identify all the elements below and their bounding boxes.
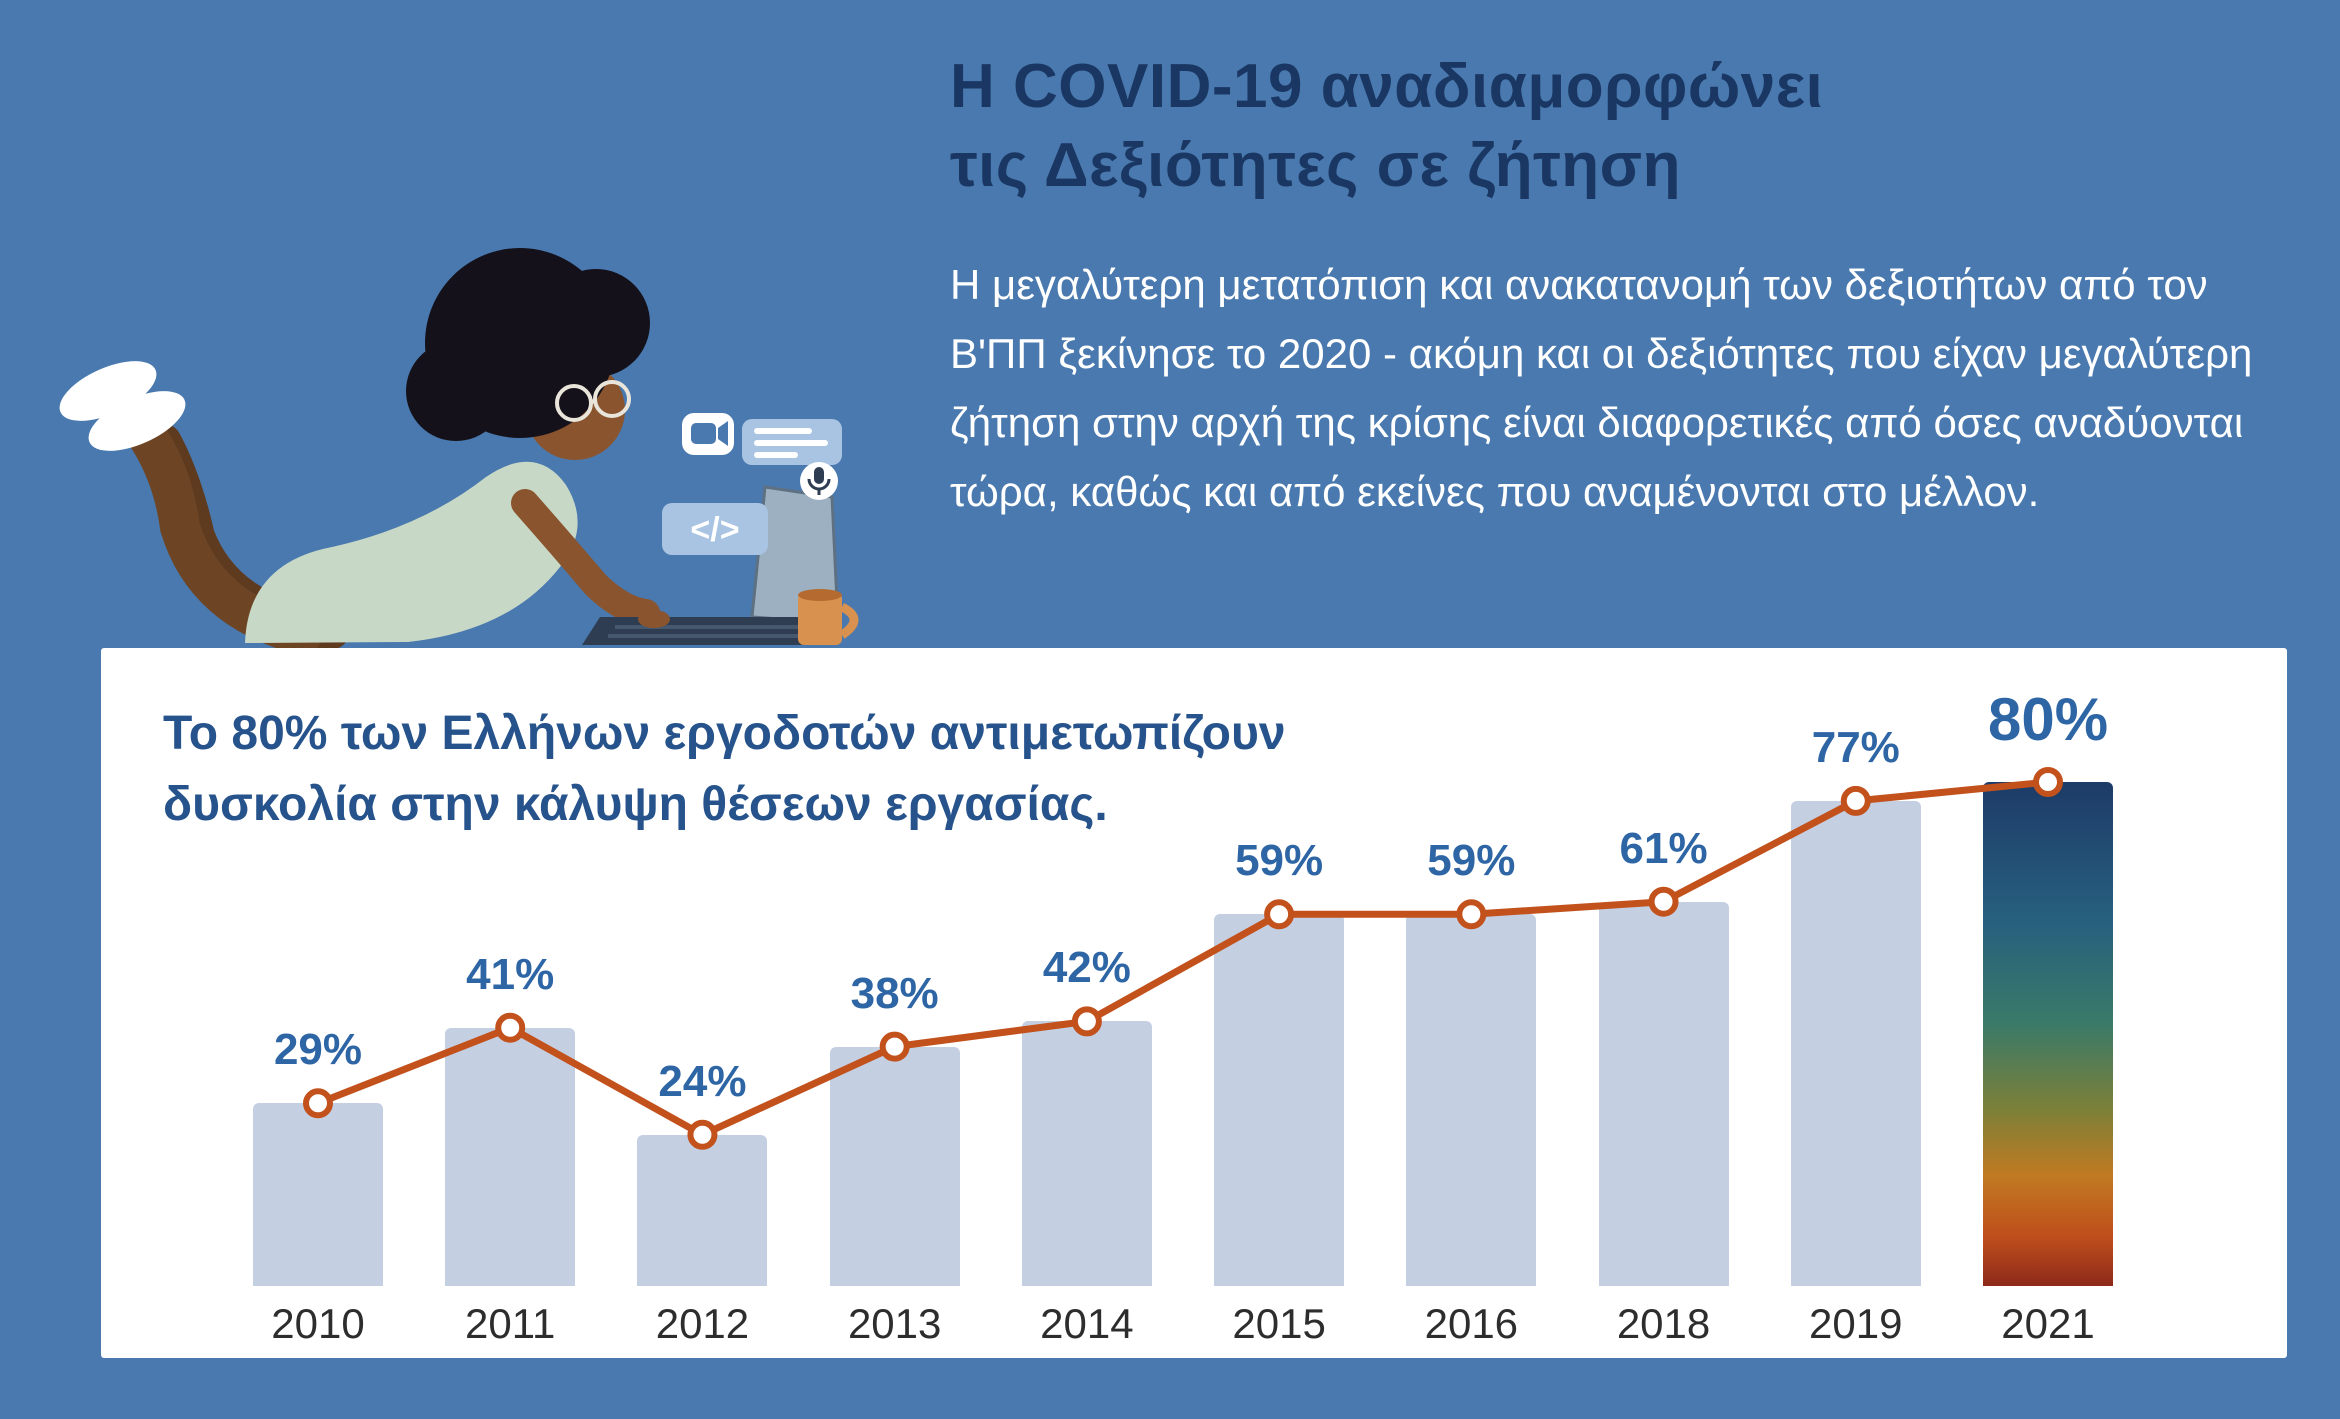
chart-title: Το 80% των Ελλήνων εργοδοτών αντιμετωπίζ… — [163, 698, 1286, 840]
person-arm — [511, 489, 660, 627]
x-axis-label-2019: 2019 — [1809, 1300, 1903, 1347]
data-point-marker-2015 — [1264, 899, 1295, 930]
value-label-2014: 42% — [1042, 943, 1131, 993]
header-section: Η COVID-19 αναδιαμορφώνει τις Δεξιότητες… — [950, 48, 2300, 527]
code-badge-label: </> — [690, 511, 739, 549]
bar-2015 — [1214, 914, 1345, 1286]
data-point-marker-2016 — [1456, 899, 1487, 930]
data-point-marker-2018 — [1648, 886, 1679, 917]
x-axis-label-2021: 2021 — [2001, 1300, 2095, 1347]
person-body — [245, 461, 578, 643]
data-point-marker-2021 — [2033, 767, 2063, 797]
chat-lines-icon — [742, 419, 842, 465]
intro-paragraph: Η μεγαλύτερη μετατόπιση και ανακατανομή … — [950, 261, 2253, 516]
value-label-2021: 80% — [1987, 686, 2109, 753]
value-label-2019: 77% — [1811, 722, 1900, 772]
laptop-keys — [608, 625, 810, 638]
x-axis-label-2018: 2018 — [1616, 1300, 1711, 1347]
mug-icon — [798, 589, 859, 645]
data-point-marker-2011 — [495, 1012, 526, 1043]
bar-2013 — [829, 1046, 960, 1286]
x-axis-label-2011: 2011 — [465, 1300, 556, 1347]
value-label-2010: 29% — [273, 1025, 363, 1075]
data-point-marker-2014 — [1071, 1006, 1102, 1037]
bar-2010 — [253, 1103, 383, 1286]
x-axis-label-2010: 2010 — [271, 1300, 365, 1347]
bar-2016 — [1406, 914, 1537, 1286]
x-axis-label-2014: 2014 — [1040, 1300, 1134, 1347]
data-point-marker-2010 — [303, 1088, 333, 1119]
chart-card: Το 80% των Ελλήνων εργοδοτών αντιμετωπίζ… — [101, 648, 2287, 1358]
value-label-2011: 41% — [466, 949, 555, 999]
value-label-2016: 59% — [1427, 836, 1516, 886]
data-point-marker-2012 — [687, 1119, 718, 1150]
shoe-bottom — [88, 391, 186, 451]
video-camera-icon — [682, 413, 734, 455]
bar-2019 — [1790, 800, 1921, 1286]
title-line-1: Η COVID-19 αναδιαμορφώνει — [950, 52, 1824, 121]
code-icon: </> — [662, 503, 768, 555]
title-line-2: τις Δεξιότητες σε ζήτηση — [950, 130, 1681, 200]
data-point-marker-2013 — [879, 1031, 910, 1062]
person-hair-3 — [406, 341, 506, 441]
value-label-2012: 24% — [658, 1056, 747, 1106]
person-hand — [638, 610, 670, 628]
illustration-svg: </> — [59, 248, 859, 655]
chart-title-line-2: δυσκολία στην κάλυψη θέσεων εργασίας. — [163, 778, 1108, 832]
value-label-2015: 59% — [1235, 836, 1324, 886]
x-axis-label-2013: 2013 — [847, 1300, 942, 1347]
glasses-icon — [555, 380, 631, 422]
page-title: Η COVID-19 αναδιαμορφώνει τις Δεξιότητες… — [950, 48, 2300, 205]
bar-2011 — [445, 1027, 576, 1286]
shoe-top — [59, 361, 157, 421]
bar-2014 — [1021, 1021, 1152, 1286]
bar-2021 — [1983, 782, 2113, 1286]
person-laptop-illustration: </> — [30, 215, 910, 655]
x-axis-label-2016: 2016 — [1424, 1300, 1519, 1347]
microphone-icon — [800, 462, 838, 500]
data-point-marker-2019 — [1840, 785, 1871, 816]
trend-line-overlay — [303, 767, 2063, 1150]
laptop-base — [582, 617, 825, 645]
value-label-2018: 61% — [1619, 823, 1708, 873]
chart-title-line-1: Το 80% των Ελλήνων εργοδοτών αντιμετωπίζ… — [163, 707, 1286, 760]
bar-2018 — [1598, 901, 1729, 1286]
value-label-2013: 38% — [850, 968, 939, 1018]
x-axis-label-2015: 2015 — [1232, 1300, 1326, 1347]
bar-line-chart: 2010 29% 2011 41% 2012 24% 2013 38% 2014 42% 2015 5… — [253, 676, 2113, 1347]
x-axis-label-2012: 2012 — [655, 1300, 750, 1347]
person-hair-2 — [542, 269, 650, 377]
trend-line — [316, 778, 2049, 1139]
bar-2012 — [637, 1134, 768, 1286]
